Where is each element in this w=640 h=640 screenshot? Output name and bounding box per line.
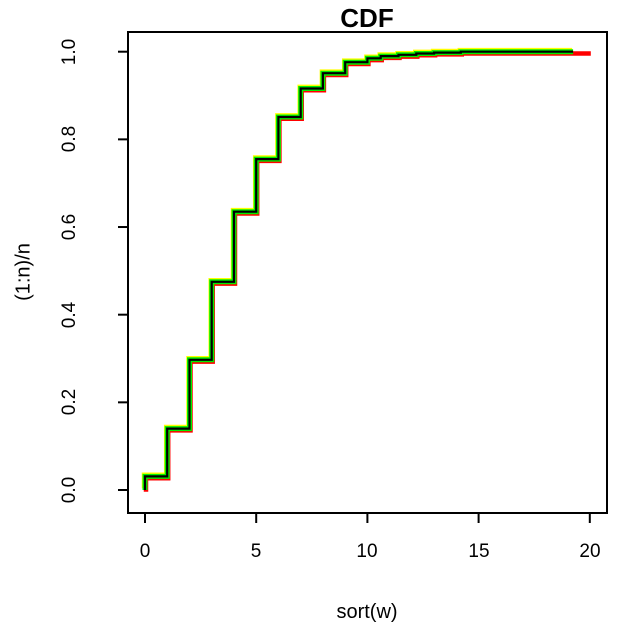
chart-title: CDF <box>340 3 394 33</box>
x-tick-label-20: 20 <box>579 541 601 562</box>
black-cdf-line <box>143 50 574 490</box>
y-tick-text: 1.0 <box>59 38 80 66</box>
red-cdf-line <box>143 51 591 492</box>
y-tick-text: 0.8 <box>59 125 80 153</box>
y-tick-text: 0.6 <box>59 213 80 241</box>
x-axis-label: sort(w) <box>336 601 398 623</box>
y-tick-text: 0.0 <box>59 476 80 504</box>
green-cdf-line <box>142 49 574 490</box>
yellow-cdf-line <box>141 47 573 489</box>
y-tick-text: 0.2 <box>59 388 80 416</box>
y-axis-label-text: (1:n)/n <box>12 243 35 301</box>
x-tick-label-5: 5 <box>250 541 262 562</box>
plot-box <box>127 31 608 514</box>
y-tick-text: 0.4 <box>59 301 80 329</box>
x-tick-label-10: 10 <box>356 541 378 562</box>
x-tick-label-15: 15 <box>468 541 490 562</box>
x-tick-label-0: 0 <box>139 541 151 562</box>
